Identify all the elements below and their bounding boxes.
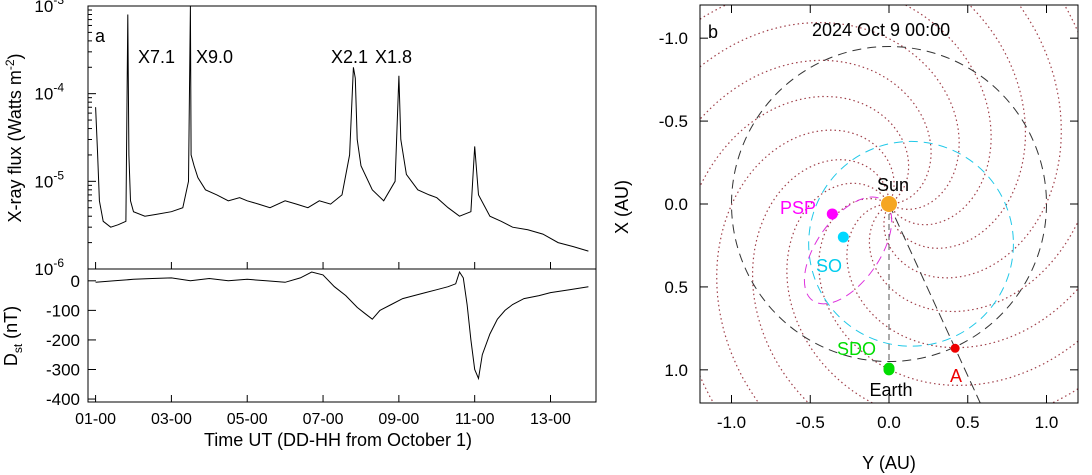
x-tick-label-0: 01-00 — [75, 411, 116, 428]
sun-stereo-a-line — [888, 203, 981, 403]
xray-plot-frame — [87, 5, 597, 270]
x-au-axis-label: X (AU) — [612, 180, 632, 234]
dst-y-tick-label-0: 0 — [71, 272, 80, 291]
x-au-tick-label-1: -0.5 — [659, 112, 688, 131]
time-x-axis-label: Time UT (DD-HH from October 1) — [204, 430, 472, 450]
panel-b-label: b — [708, 22, 718, 42]
dst-y-axis-label: Dst (nT) — [1, 306, 25, 366]
psp-orbit-ellipse — [803, 196, 893, 305]
xray-y-axis: 10-6 10-5 10-4 10-3 — [34, 0, 96, 279]
xray-y-tick-label-0: 10-6 — [34, 256, 64, 279]
xray-y-tick-label-1: 10-5 — [34, 168, 64, 191]
parker-spiral-line-0 — [700, 59, 932, 205]
dst-y-tick-label-4: -400 — [46, 390, 80, 409]
flare-label-x1-8: X1.8 — [375, 47, 412, 67]
x-tick-label-2: 05-00 — [227, 411, 268, 428]
parker-spiral-line-9 — [751, 159, 890, 403]
x-tick-label-5: 11-00 — [455, 411, 495, 428]
parker-spiral-line-10 — [716, 129, 895, 403]
panel-a-label: a — [95, 26, 106, 46]
x-tick-label-1: 03-00 — [151, 411, 192, 428]
so-marker — [837, 231, 849, 243]
xray-y-axis-label: X-ray flux (Watts m-2) — [3, 53, 25, 222]
sdo-marker — [883, 362, 895, 374]
y-au-axis-label: Y (AU) — [862, 453, 916, 473]
stereo-a-label: A — [950, 366, 962, 386]
y-au-tick-label-4: 1.0 — [1035, 413, 1059, 432]
parker-spiral-line-5 — [868, 5, 1078, 313]
x-au-tick-label-0: -1.0 — [659, 29, 688, 48]
psp-marker — [826, 208, 838, 220]
sun-marker — [881, 196, 897, 212]
dst-y-tick-label-3: -300 — [46, 360, 80, 379]
parker-spiral-line-6 — [846, 203, 1078, 349]
earth-orbit-circle — [731, 46, 1047, 362]
xray-y-tick-label-2: 10-4 — [34, 81, 64, 104]
x-tick-label-3: 07-00 — [303, 411, 344, 428]
parker-spiral-line-4 — [883, 5, 1062, 279]
flare-label-x7-1: X7.1 — [138, 47, 175, 67]
panel-b: b 2024 Oct 9 00:00 Sun PSP SO SDO Earth … — [612, 4, 1079, 473]
y-au-tick-label-3: 0.5 — [956, 413, 980, 432]
time-x-axis: 01-00 03-00 05-00 07-00 09-00 11-00 13-00 — [75, 262, 571, 428]
flare-label-x9-0: X9.0 — [196, 47, 233, 67]
flare-label-x2-1: X2.1 — [331, 47, 368, 67]
orbit-plot-title: 2024 Oct 9 00:00 — [812, 20, 950, 40]
panel-a: a 10-6 10-5 10-4 10-3 0 -100 -200 -300 -400 01-… — [1, 0, 597, 450]
a-marker — [950, 343, 960, 353]
orbit-map-area — [700, 5, 1078, 403]
parker-spirals — [700, 5, 1078, 403]
x-au-tick-label-2: 0.0 — [664, 195, 688, 214]
xray-flux-series-line — [95, 5, 589, 252]
x-au-axis: -1.0 -0.5 0.0 0.5 1.0 — [659, 29, 1078, 380]
dst-y-tick-label-2: -200 — [46, 331, 80, 350]
y-au-tick-label-0: -1.0 — [717, 413, 746, 432]
so-orbit-ellipse — [808, 140, 1014, 347]
sun-label: Sun — [877, 175, 909, 195]
y-au-tick-label-1: -0.5 — [796, 413, 825, 432]
x-au-tick-label-3: 0.5 — [664, 278, 688, 297]
y-au-axis: -1.0 -0.5 0.0 0.5 1.0 — [717, 5, 1058, 432]
parker-spiral-line-11 — [700, 95, 910, 403]
so-label: SO — [816, 256, 842, 276]
x-tick-label-4: 09-00 — [378, 411, 419, 428]
dst-y-axis: 0 -100 -200 -300 -400 — [46, 272, 96, 409]
parker-spiral-line-3 — [888, 5, 1027, 249]
xray-y-tick-label-3: 10-3 — [34, 0, 64, 16]
psp-label: PSP — [780, 198, 816, 218]
dst-y-tick-label-1: -100 — [46, 301, 80, 320]
spacecraft-markers — [826, 196, 960, 376]
x-tick-label-6: 13-00 — [530, 411, 571, 428]
x-au-tick-label-4: 1.0 — [664, 361, 688, 380]
dst-plot-frame — [87, 268, 597, 403]
earth-label: Earth — [869, 380, 912, 400]
y-au-tick-label-2: 0.0 — [877, 413, 901, 432]
sdo-label: SDO — [837, 339, 876, 359]
dst-series-line — [95, 270, 589, 381]
